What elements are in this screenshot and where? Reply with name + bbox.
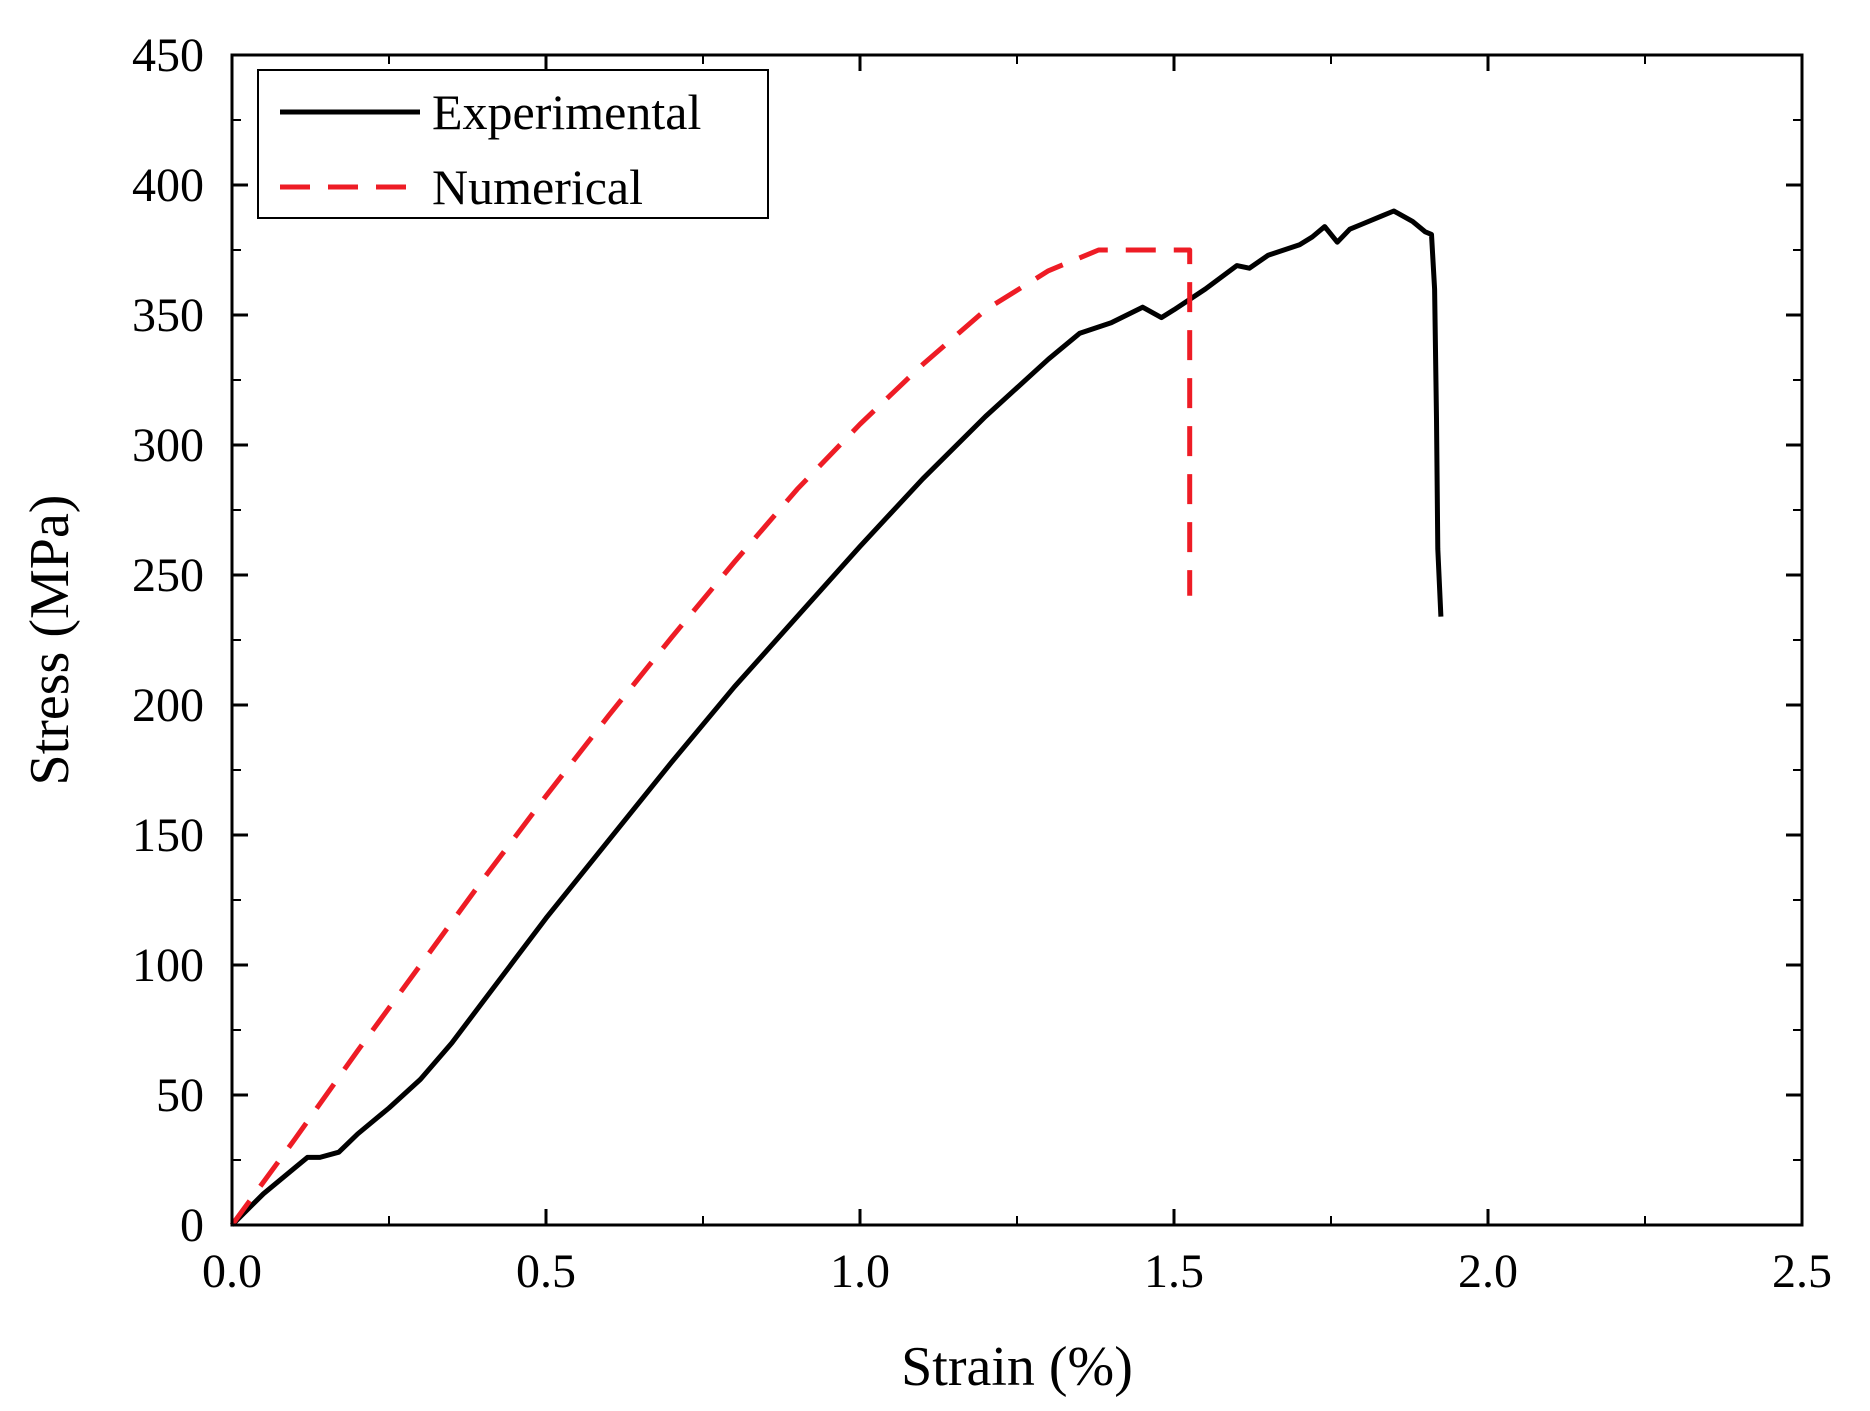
x-tick-label: 1.5 <box>1144 1245 1204 1298</box>
legend-label-experimental: Experimental <box>432 84 701 140</box>
legend-box <box>257 69 769 219</box>
y-tick-label: 300 <box>132 419 204 472</box>
legend: Experimental Numerical <box>257 69 769 219</box>
y-tick-label: 0 <box>180 1199 204 1252</box>
series-layer <box>229 208 1444 1227</box>
series-line-experimental <box>230 208 1444 1227</box>
y-axis-title: Stress (MPa) <box>19 495 81 786</box>
y-tick-label: 350 <box>132 289 204 342</box>
x-tick-label: 1.0 <box>830 1245 890 1298</box>
legend-label-numerical: Numerical <box>432 159 643 215</box>
x-tick-label: 0.0 <box>202 1245 262 1298</box>
x-tick-label: 0.5 <box>516 1245 576 1298</box>
y-tick-label: 400 <box>132 159 204 212</box>
y-tick-label: 100 <box>132 939 204 992</box>
y-tick-label: 150 <box>132 809 204 862</box>
y-tick-label: 50 <box>156 1069 204 1122</box>
plot-area <box>230 53 1804 1227</box>
y-tick-label: 450 <box>132 29 204 82</box>
x-tick-label: 2.0 <box>1458 1245 1518 1298</box>
y-tick-label: 250 <box>132 549 204 602</box>
ticks-layer: 0.0 0.5 1.0 1.5 2.0 2.5 0 50 100 150 200 250 300 350 4… <box>132 29 1832 1298</box>
x-axis-title: Strain (%) <box>901 1336 1133 1398</box>
series-line-numerical <box>229 247 1193 1227</box>
x-tick-label: 2.5 <box>1772 1245 1832 1298</box>
y-tick-label: 200 <box>132 679 204 732</box>
